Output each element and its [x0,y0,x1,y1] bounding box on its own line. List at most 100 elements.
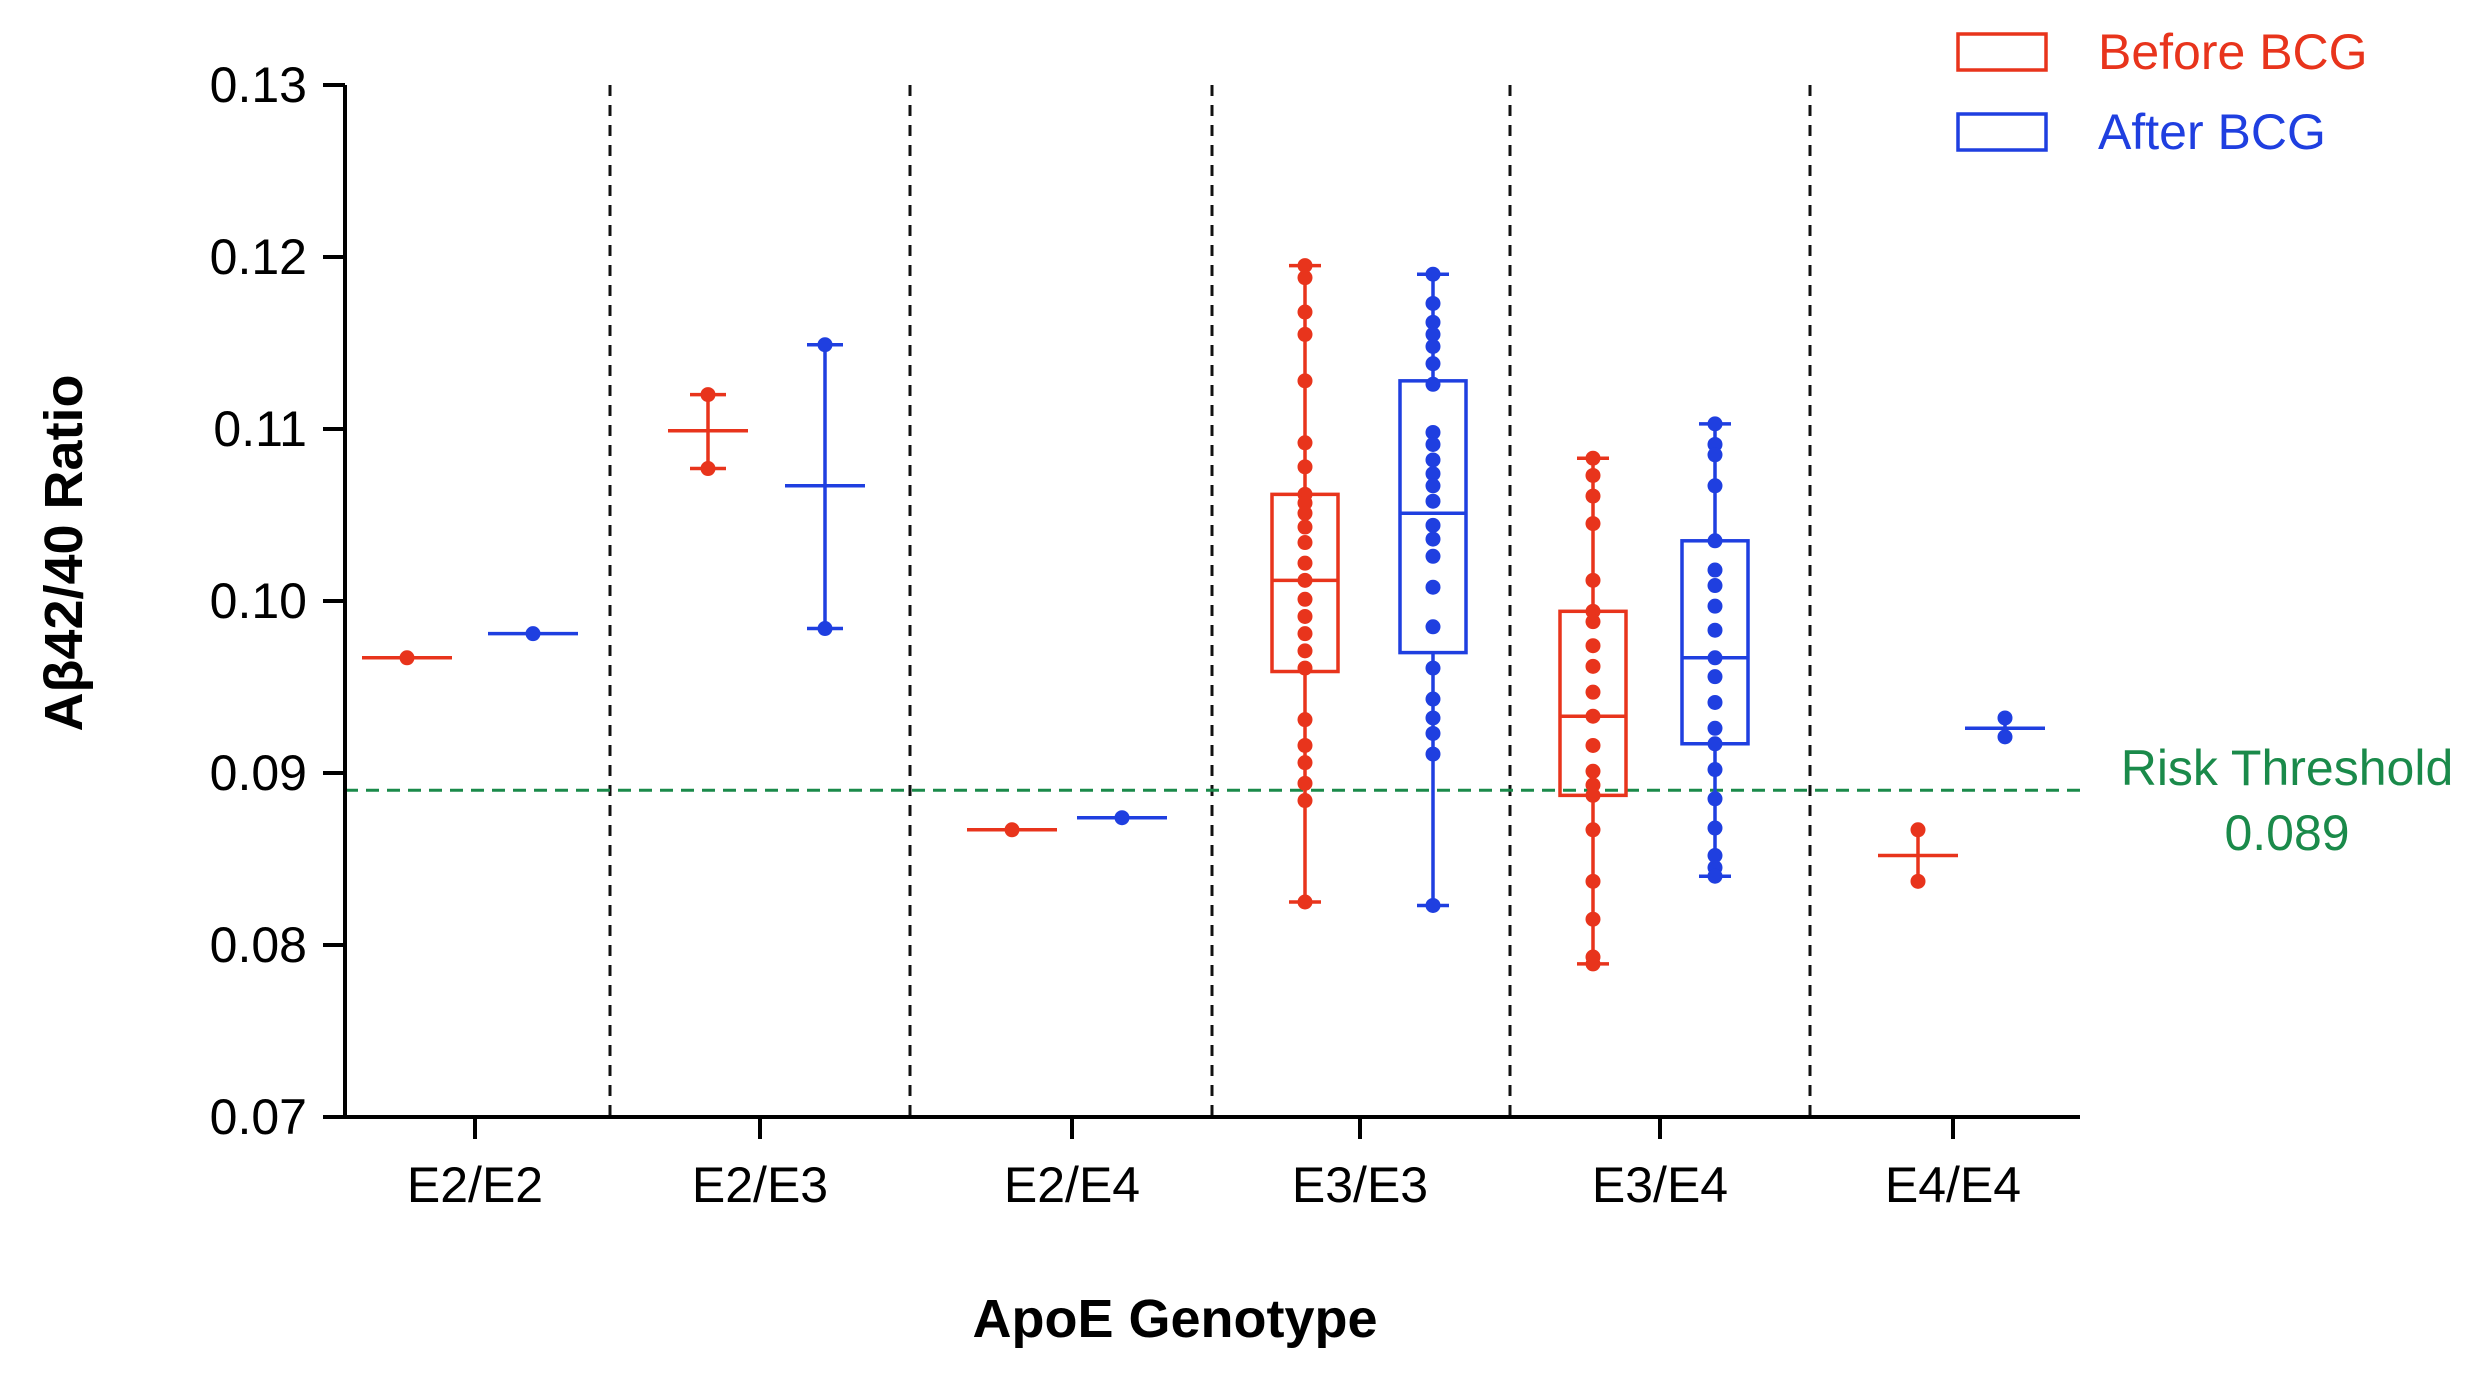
data-point [1707,791,1723,807]
data-point [1297,326,1313,342]
data-point [1585,873,1601,889]
y-tick-label: 0.12 [210,229,307,285]
data-point [1585,603,1601,619]
data-point [1707,694,1723,710]
data-point [525,626,541,642]
data-point [1425,338,1441,354]
data-point [1425,619,1441,635]
legend: Before BCG After BCG [1956,24,2368,160]
data-point [1585,763,1601,779]
threshold-group: Risk Threshold 0.089 [345,740,2453,861]
data-point [1425,314,1441,330]
data-point [1425,531,1441,547]
x-axis-title: ApoE Genotype [972,1289,1377,1349]
data-point [1585,614,1601,630]
data-point [1297,572,1313,588]
data-point [1585,737,1601,753]
data-point [1997,710,2013,726]
data-point [1910,873,1926,889]
data-point [1297,258,1313,274]
data-point [1585,787,1601,803]
risk-threshold-value: 0.089 [2224,805,2349,861]
data-point [1297,373,1313,389]
data-point [1425,710,1441,726]
data-point [1114,810,1130,826]
data-point [1297,519,1313,535]
data-point [1425,691,1441,707]
data-point [1585,450,1601,466]
data-point [1707,447,1723,463]
data-point [1297,643,1313,659]
data-point [1297,755,1313,771]
data-point [1425,548,1441,564]
data-point [1910,822,1926,838]
x-tick-label: E4/E4 [1885,1157,2021,1213]
data-point [1707,669,1723,685]
data-point [1297,304,1313,320]
data-point [1297,737,1313,753]
data-point [700,387,716,403]
y-tick-label: 0.10 [210,573,307,629]
data-point [1707,720,1723,736]
data-point [1585,956,1601,972]
data-point [1425,660,1441,676]
data-point [817,337,833,353]
y-axis-title: Aβ42/40 Ratio [34,374,94,731]
data-point [1585,638,1601,654]
data-point [1297,660,1313,676]
data-point [817,621,833,637]
data-point [1297,775,1313,791]
data-point [1425,897,1441,913]
legend-swatch [1956,112,2048,152]
data-point [1297,555,1313,571]
y-tick-label: 0.13 [210,57,307,113]
data-point [1707,533,1723,549]
data-point [1707,622,1723,638]
x-tick-label: E3/E3 [1292,1157,1428,1213]
data-point [1425,295,1441,311]
legend-label: Before BCG [2098,24,2368,80]
data-point [1707,416,1723,432]
data-point [1425,326,1441,342]
data-point [1707,736,1723,752]
data-point [1425,517,1441,533]
data-point [1297,495,1313,511]
data-point [1425,493,1441,509]
data-point [1585,822,1601,838]
legend-label: After BCG [2098,104,2326,160]
data-point [1707,598,1723,614]
data-point [1297,712,1313,728]
x-tick-label: E3/E4 [1592,1157,1728,1213]
axes: 0.07 0.08 0.09 0.10 0.11 0.12 0.13 E2/E2 E2/E3 E2… [210,57,2080,1213]
data-marks [362,258,2045,972]
data-point [1425,725,1441,741]
data-point [1585,488,1601,504]
x-tick-label: E2/E3 [692,1157,828,1213]
data-point [1425,424,1441,440]
box-iqr [1398,379,1468,655]
data-point [1585,708,1601,724]
data-point [1297,505,1313,521]
y-tick-label: 0.07 [210,1089,307,1145]
x-tick-label: E2/E4 [1004,1157,1140,1213]
data-point [1585,684,1601,700]
data-point [1297,608,1313,624]
data-point [1004,822,1020,838]
data-point [1585,777,1601,793]
separator-lines [608,85,1812,1117]
data-point [1585,572,1601,588]
data-point [1297,591,1313,607]
risk-threshold-label: Risk Threshold [2121,740,2454,796]
data-point [1297,435,1313,451]
data-point [1425,466,1441,482]
data-point [1425,376,1441,392]
data-point [1585,516,1601,532]
data-point [1707,650,1723,666]
data-point [1425,452,1441,468]
y-tick-label: 0.08 [210,917,307,973]
data-point [1997,729,2013,745]
data-point [1585,467,1601,483]
data-point [1425,579,1441,595]
data-point [1585,658,1601,674]
